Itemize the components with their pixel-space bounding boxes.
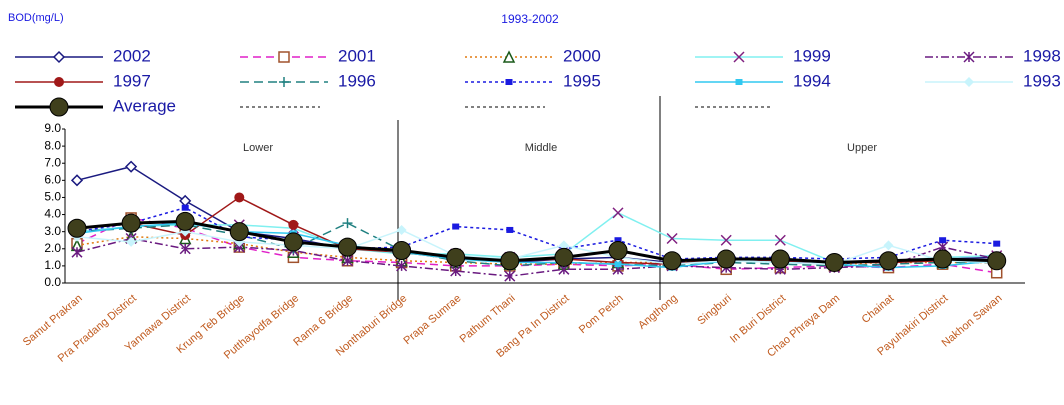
marker (993, 240, 1001, 247)
marker (662, 251, 682, 271)
legend-marker (278, 51, 290, 63)
x-tick-label: Pom Petch (577, 292, 626, 336)
legend-label: 2001 (338, 46, 376, 65)
marker (288, 219, 299, 230)
legend-label: 1996 (338, 71, 376, 90)
y-tick-label: 7.0 (44, 155, 61, 169)
marker (774, 234, 786, 246)
legend-marker (735, 79, 743, 85)
y-axis-label: BOD(mg/L) (8, 12, 64, 24)
marker (70, 174, 84, 187)
x-tick-label: Prapa Sumrae (401, 292, 463, 347)
marker (126, 236, 137, 247)
marker (179, 243, 191, 255)
legend-label: 1999 (793, 46, 831, 65)
marker (608, 240, 628, 260)
marker (121, 213, 141, 233)
marker (824, 252, 844, 272)
legend-marker (52, 50, 66, 64)
series-line (76, 217, 997, 274)
legend-label: 1997 (113, 71, 151, 90)
marker (234, 192, 245, 203)
marker (71, 246, 83, 258)
x-tick-label: Chainat (860, 292, 897, 326)
y-tick-label: 4.0 (44, 207, 61, 221)
marker (933, 249, 953, 269)
marker (883, 240, 894, 251)
marker (125, 160, 138, 173)
marker (392, 240, 412, 260)
marker (614, 261, 622, 268)
legend-label: 1993 (1023, 71, 1061, 90)
marker (396, 224, 407, 235)
marker (614, 237, 622, 244)
y-tick-label: 8.0 (44, 138, 61, 152)
marker (179, 194, 192, 207)
marker (939, 237, 947, 244)
legend-label: Average (113, 96, 176, 115)
series (71, 212, 1003, 279)
x-tick-label: Pathum Thani (458, 292, 518, 345)
marker (229, 222, 249, 242)
legend-label: 1994 (793, 71, 831, 90)
marker (342, 218, 353, 229)
marker (879, 251, 898, 271)
marker (504, 270, 516, 282)
marker (720, 234, 732, 246)
marker (716, 249, 736, 269)
marker (666, 232, 678, 245)
marker (558, 240, 569, 251)
legend-label: 2002 (113, 46, 151, 65)
region-label: Upper (847, 142, 877, 154)
marker (450, 265, 462, 277)
series (67, 211, 1007, 272)
marker (396, 260, 408, 272)
series-line (76, 237, 997, 277)
y-tick-label: 3.0 (44, 224, 61, 238)
legend-marker (502, 50, 516, 63)
marker (612, 207, 624, 219)
y-tick-label: 5.0 (44, 190, 61, 204)
marker (67, 218, 87, 238)
legend-marker (733, 51, 745, 63)
marker (446, 247, 466, 267)
marker (181, 204, 189, 211)
y-tick-label: 1.0 (44, 258, 61, 272)
series-line (76, 165, 997, 265)
legend-label: 1995 (563, 71, 601, 90)
y-tick-label: 2.0 (44, 241, 61, 255)
x-tick-label: Singburi (695, 292, 734, 327)
marker (283, 232, 303, 252)
region-label: Middle (525, 142, 557, 154)
legend-label: 1998 (1023, 46, 1061, 65)
marker (175, 211, 195, 231)
marker (338, 237, 357, 257)
x-tick-label: Angthong (636, 292, 680, 331)
marker (506, 226, 514, 233)
series-line (76, 196, 997, 265)
marker (500, 251, 520, 271)
series (70, 160, 1003, 271)
marker (987, 251, 1007, 271)
legend-marker (54, 77, 64, 87)
marker (452, 223, 460, 230)
legend-marker (505, 79, 513, 85)
series-line (76, 206, 997, 260)
y-tick-label: 0.0 (44, 275, 61, 289)
legend-marker (49, 97, 69, 117)
marker (341, 255, 354, 267)
legend-marker (964, 77, 974, 87)
legend-marker (963, 51, 975, 63)
marker (554, 247, 574, 267)
y-tick-label: 6.0 (44, 173, 61, 187)
legend-marker (279, 77, 289, 87)
series (73, 204, 1001, 263)
marker (770, 249, 790, 269)
chart-title: 1993-2002 (501, 12, 559, 26)
legend-label: 2000 (563, 46, 601, 65)
region-label: Lower (243, 142, 273, 154)
y-tick-label: 9.0 (44, 121, 61, 135)
